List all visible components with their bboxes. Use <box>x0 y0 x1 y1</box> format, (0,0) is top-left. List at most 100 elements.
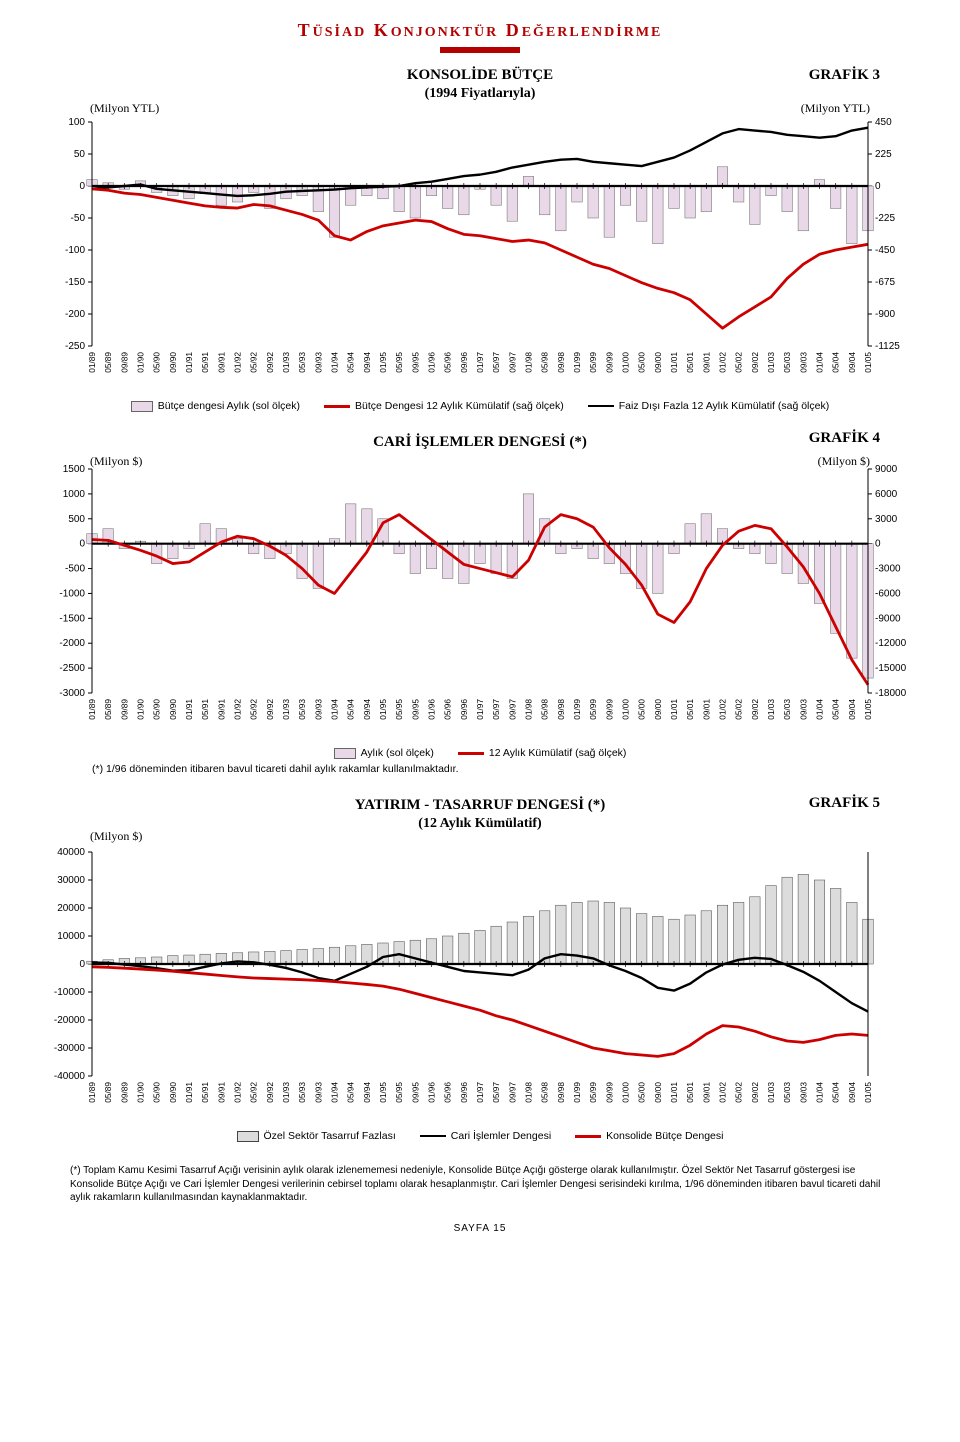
chart4-graf-label: GRAFİK 4 <box>809 430 880 447</box>
svg-text:09/01: 09/01 <box>701 699 711 720</box>
svg-text:09/98: 09/98 <box>556 352 566 373</box>
svg-text:01/91: 01/91 <box>184 1082 194 1103</box>
legend-item: 12 Aylık Kümülatif (sağ ölçek) <box>458 747 627 759</box>
svg-text:05/02: 05/02 <box>734 699 744 720</box>
svg-text:01/98: 01/98 <box>524 699 534 720</box>
svg-text:-2500: -2500 <box>59 663 85 674</box>
svg-text:01/93: 01/93 <box>281 699 291 720</box>
svg-text:-450: -450 <box>875 245 895 256</box>
chart3-unit-left: (Milyon YTL) <box>90 101 159 116</box>
svg-text:09/90: 09/90 <box>168 352 178 373</box>
svg-text:09/97: 09/97 <box>507 1082 517 1103</box>
svg-text:09/00: 09/00 <box>653 699 663 720</box>
svg-text:05/94: 05/94 <box>346 352 356 373</box>
chart3-subtitle: (1994 Fiyatlarıyla) <box>40 86 920 102</box>
legend-label: 12 Aylık Kümülatif (sağ ölçek) <box>489 747 627 759</box>
svg-text:0: 0 <box>875 539 881 550</box>
svg-text:09/04: 09/04 <box>847 1082 857 1103</box>
svg-text:01/03: 01/03 <box>766 352 776 373</box>
svg-text:40000: 40000 <box>57 847 85 858</box>
svg-text:09/95: 09/95 <box>410 699 420 720</box>
svg-text:01/00: 01/00 <box>621 1082 631 1103</box>
svg-text:01/90: 01/90 <box>136 1082 146 1103</box>
svg-text:05/92: 05/92 <box>249 1082 259 1103</box>
svg-text:09/02: 09/02 <box>750 352 760 373</box>
page: TÜSİAD KONJONKTÜR DEĞERLENDİRME GRAFİK 3… <box>0 0 960 1264</box>
svg-text:01/02: 01/02 <box>718 699 728 720</box>
svg-text:01/94: 01/94 <box>330 699 340 720</box>
svg-text:0: 0 <box>875 181 881 192</box>
svg-text:9000: 9000 <box>875 464 898 475</box>
svg-text:09/00: 09/00 <box>653 352 663 373</box>
svg-text:09/96: 09/96 <box>459 352 469 373</box>
svg-text:01/04: 01/04 <box>815 352 825 373</box>
svg-text:09/03: 09/03 <box>798 1082 808 1103</box>
svg-text:09/99: 09/99 <box>604 1082 614 1103</box>
svg-text:05/89: 05/89 <box>103 1082 113 1103</box>
legend-item: Bütçe Dengesi 12 Aylık Kümülatif (sağ öl… <box>324 400 564 412</box>
svg-text:0: 0 <box>79 959 85 970</box>
svg-text:-100: -100 <box>65 245 85 256</box>
svg-text:01/95: 01/95 <box>378 699 388 720</box>
svg-text:09/94: 09/94 <box>362 699 372 720</box>
svg-text:01/05: 01/05 <box>863 352 873 373</box>
chart4-unit-left: (Milyon $) <box>90 454 142 469</box>
svg-text:-1125: -1125 <box>875 341 900 352</box>
svg-text:09/97: 09/97 <box>507 699 517 720</box>
svg-text:05/91: 05/91 <box>200 352 210 373</box>
svg-text:01/89: 01/89 <box>87 352 97 373</box>
svg-text:01/00: 01/00 <box>621 352 631 373</box>
chart4-svg-wrap: 150010005000-500-1000-1500-2000-2500-300… <box>40 453 920 743</box>
svg-text:-1500: -1500 <box>59 613 85 624</box>
svg-text:05/92: 05/92 <box>249 352 259 373</box>
chart5-graf-label: GRAFİK 5 <box>809 795 880 812</box>
svg-text:0: 0 <box>79 539 85 550</box>
svg-text:100: 100 <box>68 117 85 128</box>
svg-text:05/96: 05/96 <box>443 699 453 720</box>
svg-text:09/94: 09/94 <box>362 1082 372 1103</box>
svg-text:01/99: 01/99 <box>572 699 582 720</box>
svg-text:-15000: -15000 <box>875 663 907 674</box>
svg-text:09/91: 09/91 <box>216 352 226 373</box>
svg-text:01/94: 01/94 <box>330 352 340 373</box>
svg-text:-20000: -20000 <box>54 1015 86 1026</box>
svg-text:-12000: -12000 <box>875 638 907 649</box>
legend-label: Bütçe dengesi Aylık (sol ölçek) <box>158 400 300 412</box>
svg-text:05/91: 05/91 <box>200 699 210 720</box>
svg-text:05/03: 05/03 <box>782 1082 792 1103</box>
svg-text:225: 225 <box>875 149 892 160</box>
svg-text:09/01: 09/01 <box>701 352 711 373</box>
svg-text:-40000: -40000 <box>54 1071 86 1082</box>
legend-swatch-line <box>458 752 484 755</box>
svg-text:-2000: -2000 <box>59 638 85 649</box>
chart5-svg-wrap: 400003000020000100000-10000-20000-30000-… <box>40 836 920 1126</box>
chart5-block: GRAFİK 5 YATIRIM - TASARRUF DENGESİ (*) … <box>40 797 920 1142</box>
legend-label: Cari İşlemler Dengesi <box>451 1130 551 1142</box>
chart4-block: GRAFİK 4 CARİ İŞLEMLER DENGESİ (*) (Mily… <box>40 434 920 775</box>
svg-text:05/02: 05/02 <box>734 1082 744 1103</box>
svg-text:09/93: 09/93 <box>313 1082 323 1103</box>
svg-text:09/89: 09/89 <box>119 699 129 720</box>
svg-text:-250: -250 <box>65 341 85 352</box>
svg-text:09/91: 09/91 <box>216 699 226 720</box>
svg-text:01/00: 01/00 <box>621 699 631 720</box>
svg-text:05/01: 05/01 <box>685 699 695 720</box>
svg-text:09/03: 09/03 <box>798 699 808 720</box>
svg-text:-675: -675 <box>875 277 895 288</box>
svg-text:50: 50 <box>74 149 86 160</box>
svg-text:01/04: 01/04 <box>815 1082 825 1103</box>
svg-text:05/96: 05/96 <box>443 352 453 373</box>
svg-text:05/02: 05/02 <box>734 352 744 373</box>
svg-text:05/99: 05/99 <box>588 352 598 373</box>
svg-text:01/95: 01/95 <box>378 1082 388 1103</box>
svg-text:05/94: 05/94 <box>346 699 356 720</box>
svg-text:01/91: 01/91 <box>184 699 194 720</box>
legend-item: Faiz Dışı Fazla 12 Aylık Kümülatif (sağ … <box>588 400 829 412</box>
chart3-title: KONSOLİDE BÜTÇE <box>40 67 920 84</box>
svg-text:05/00: 05/00 <box>637 352 647 373</box>
svg-text:01/02: 01/02 <box>718 1082 728 1103</box>
svg-text:01/98: 01/98 <box>524 1082 534 1103</box>
svg-text:09/96: 09/96 <box>459 699 469 720</box>
chart4-footnote: (*) 1/96 döneminden itibaren bavul ticar… <box>92 763 920 775</box>
svg-text:09/95: 09/95 <box>410 352 420 373</box>
